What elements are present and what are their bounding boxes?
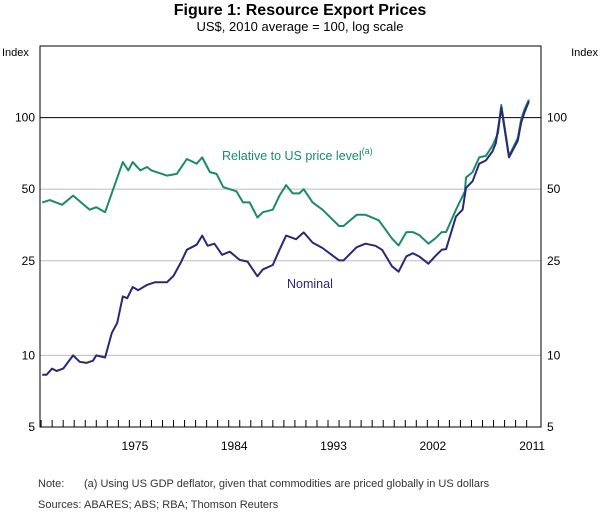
- footnote: Note: (a) Using US GDP deflator, given th…: [38, 478, 489, 490]
- note-label: Note:: [38, 478, 65, 490]
- chart-title: Figure 1: Resource Export Prices: [174, 2, 427, 19]
- x-tick-label: 1993: [320, 439, 347, 453]
- y-tick-label-right: 25: [547, 254, 561, 268]
- sources: Sources: ABARES; ABS; RBA; Thomson Reuter…: [38, 499, 278, 511]
- y-tick-label-right: 5: [547, 420, 554, 434]
- chart-subtitle: US$, 2010 average = 100, log scale: [196, 19, 403, 34]
- series-label-nominal: Nominal: [287, 277, 333, 291]
- y-tick-label-left: 5: [28, 420, 35, 434]
- series-line-relative: [41, 99, 530, 247]
- x-tick-label: 2011: [519, 439, 545, 453]
- y-tick-label-right: 10: [547, 348, 561, 362]
- y-axis-label-left: Index: [2, 47, 29, 59]
- y-axis-label-right: Index: [571, 47, 598, 59]
- y-tick-label-right: 100: [547, 111, 567, 125]
- note-text: (a) Using US GDP deflator, given that co…: [84, 478, 490, 490]
- y-tick-label-left: 10: [22, 348, 36, 362]
- x-tick-label: 2002: [420, 439, 447, 453]
- y-tick-label-left: 100: [15, 111, 35, 125]
- series-line-nominal: [42, 101, 530, 376]
- x-tick-label: 1975: [122, 439, 149, 453]
- y-tick-label-left: 25: [22, 254, 36, 268]
- y-tick-label-right: 50: [547, 182, 561, 196]
- plot-frame: [39, 45, 542, 428]
- y-tick-label-left: 50: [22, 182, 36, 196]
- series-label-relative: Relative to US price level(a): [222, 146, 373, 163]
- sources-text: ABARES; ABS; RBA; Thomson Reuters: [84, 499, 279, 511]
- sources-label: Sources:: [38, 499, 82, 511]
- x-tick-label: 1984: [221, 439, 248, 453]
